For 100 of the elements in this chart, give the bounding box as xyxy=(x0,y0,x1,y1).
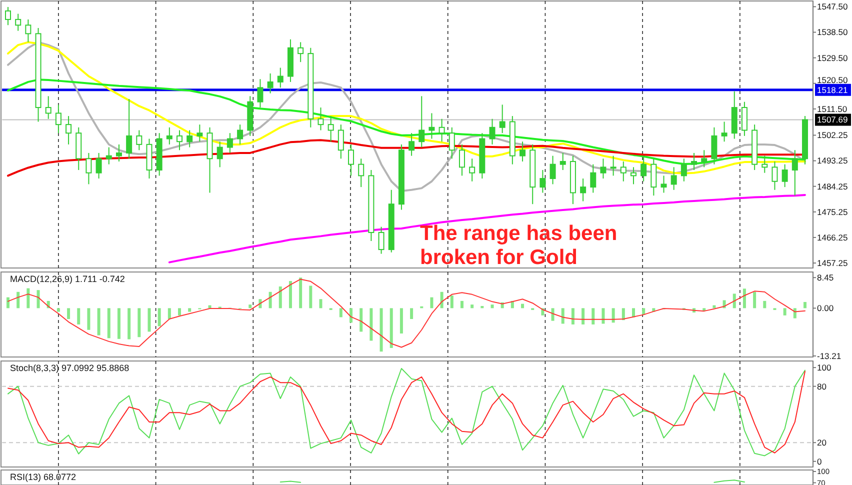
candlestick xyxy=(660,175,667,194)
bar xyxy=(36,290,40,308)
candlestick xyxy=(106,146,112,165)
bar xyxy=(612,308,615,323)
candlestick xyxy=(66,116,72,145)
candlestick xyxy=(216,141,223,168)
bar xyxy=(410,308,414,320)
y-tick-label: 1511.50 xyxy=(817,104,848,114)
candlestick xyxy=(348,144,354,176)
ref-line-label: 1518.21 xyxy=(817,84,848,95)
bar xyxy=(490,304,494,308)
candlestick xyxy=(580,178,586,202)
bar xyxy=(168,308,171,320)
y-tick-label: 1466.25 xyxy=(817,232,848,242)
bar xyxy=(268,292,272,308)
bar xyxy=(16,292,20,308)
bar xyxy=(350,308,353,323)
candlestick xyxy=(86,152,92,185)
candlestick xyxy=(408,132,415,156)
annotation: The range has been broken for Gold xyxy=(420,222,618,269)
bar xyxy=(561,308,564,324)
bar xyxy=(158,308,161,326)
y-tick-label: 1520.50 xyxy=(817,74,848,85)
candlestick xyxy=(670,166,677,190)
bar xyxy=(400,308,403,334)
y-tick-label: 0 xyxy=(817,456,822,466)
candlestick xyxy=(126,98,132,160)
bar xyxy=(128,308,131,340)
bar xyxy=(148,308,151,332)
candlestick xyxy=(186,130,193,148)
line-series xyxy=(168,194,806,264)
candlestick xyxy=(550,155,556,185)
candlestick xyxy=(318,107,324,131)
candlestick xyxy=(489,118,496,145)
bar xyxy=(87,308,90,330)
bar xyxy=(460,300,464,308)
y-tick-label: 20 xyxy=(817,438,827,448)
bar xyxy=(602,308,605,324)
y-tick-label: 1475.25 xyxy=(817,206,848,217)
candlestick xyxy=(560,152,566,171)
chart-title: Stoch(8,3,3) 97.0992 95.8868 xyxy=(10,363,130,373)
bar xyxy=(107,308,110,338)
bar xyxy=(551,308,554,321)
candlestick xyxy=(237,124,244,145)
candlestick xyxy=(469,158,476,182)
candlestick xyxy=(267,72,274,94)
bar xyxy=(309,286,312,308)
candlestick xyxy=(176,130,183,151)
candlestick xyxy=(540,170,546,194)
candlestick xyxy=(96,152,102,180)
y-tick-label: 1502.25 xyxy=(817,130,848,140)
candlestick xyxy=(298,42,304,63)
candlestick xyxy=(772,160,778,190)
candlestick xyxy=(448,126,455,160)
candlestick xyxy=(277,67,284,88)
bar xyxy=(440,292,444,308)
candlestick xyxy=(610,155,616,176)
candlestick xyxy=(226,132,233,154)
bar xyxy=(178,308,182,316)
bar xyxy=(370,308,373,341)
bar xyxy=(521,304,524,308)
bar xyxy=(622,308,625,320)
bar xyxy=(339,308,342,318)
candlestick xyxy=(15,13,22,32)
bar xyxy=(742,288,746,308)
chart-title: MACD(12,26,9) 1.711 -0.742 xyxy=(10,274,125,284)
bar xyxy=(380,308,383,352)
y-tick-label: 1538.50 xyxy=(817,27,848,38)
candlestick xyxy=(792,150,798,196)
bar xyxy=(804,302,806,308)
candlestick xyxy=(196,124,203,142)
candlestick xyxy=(55,104,62,134)
y-tick-label: 1529.50 xyxy=(817,52,848,63)
candlestick xyxy=(45,96,52,120)
bar xyxy=(67,308,70,320)
bar xyxy=(248,304,252,308)
bar xyxy=(278,286,282,308)
bar xyxy=(753,292,756,308)
bar xyxy=(582,308,585,324)
candlestick xyxy=(5,6,11,26)
candlestick xyxy=(458,144,465,176)
candlestick xyxy=(711,126,718,165)
y-tick-label: 1457.25 xyxy=(817,258,848,268)
bar xyxy=(97,308,100,336)
candlestick xyxy=(257,78,264,108)
bar xyxy=(319,299,322,308)
candlestick xyxy=(438,118,445,142)
candlestick xyxy=(25,18,32,43)
bar xyxy=(117,308,120,339)
candlestick xyxy=(418,96,425,148)
candlestick xyxy=(136,130,142,151)
candlestick xyxy=(338,124,344,160)
bar xyxy=(430,297,434,308)
candlestick xyxy=(166,126,172,145)
bar xyxy=(450,296,454,308)
candlestick xyxy=(680,158,687,182)
bar xyxy=(763,300,766,308)
candlestick xyxy=(600,158,606,180)
bar xyxy=(299,278,302,308)
candlestick xyxy=(640,155,647,182)
